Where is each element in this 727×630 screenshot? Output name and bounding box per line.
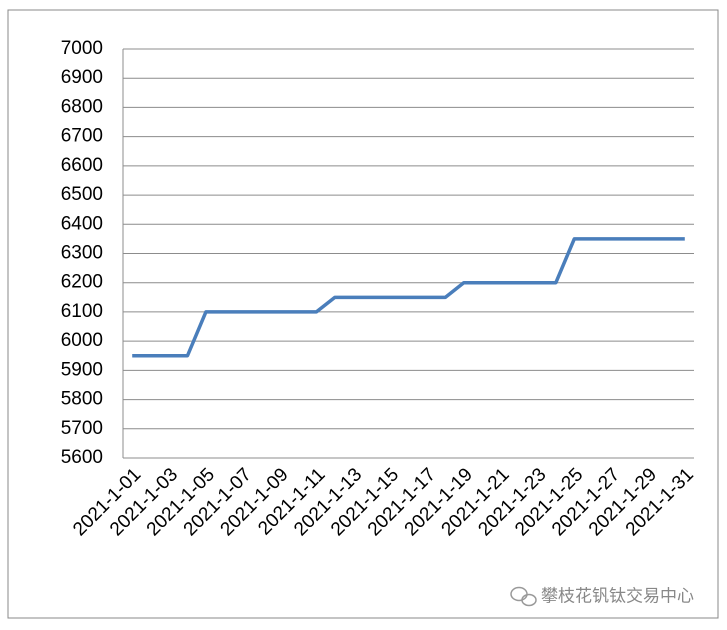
y-tick-label: 6900 xyxy=(61,67,103,88)
y-tick-label: 5600 xyxy=(61,447,103,468)
y-tick-label: 6800 xyxy=(61,96,103,117)
y-tick-label: 6000 xyxy=(61,330,103,351)
y-tick-label: 6300 xyxy=(61,243,103,264)
y-tick-label: 6600 xyxy=(61,155,103,176)
y-tick-label: 6500 xyxy=(61,184,103,205)
data-line xyxy=(132,237,685,358)
watermark: 攀枝花钒钛交易中心 xyxy=(541,586,694,605)
y-tick-label: 7000 xyxy=(61,38,103,59)
chart-frame xyxy=(7,9,719,619)
y-tick-label: 5700 xyxy=(61,418,103,439)
y-tick-label: 6700 xyxy=(61,126,103,147)
y-tick-label: 5800 xyxy=(61,389,103,410)
y-tick-label: 6100 xyxy=(61,301,103,322)
wechat-icon xyxy=(510,586,537,607)
y-tick-label: 6200 xyxy=(61,272,103,293)
y-tick-label: 6400 xyxy=(61,213,103,234)
y-tick-label: 5900 xyxy=(61,359,103,380)
